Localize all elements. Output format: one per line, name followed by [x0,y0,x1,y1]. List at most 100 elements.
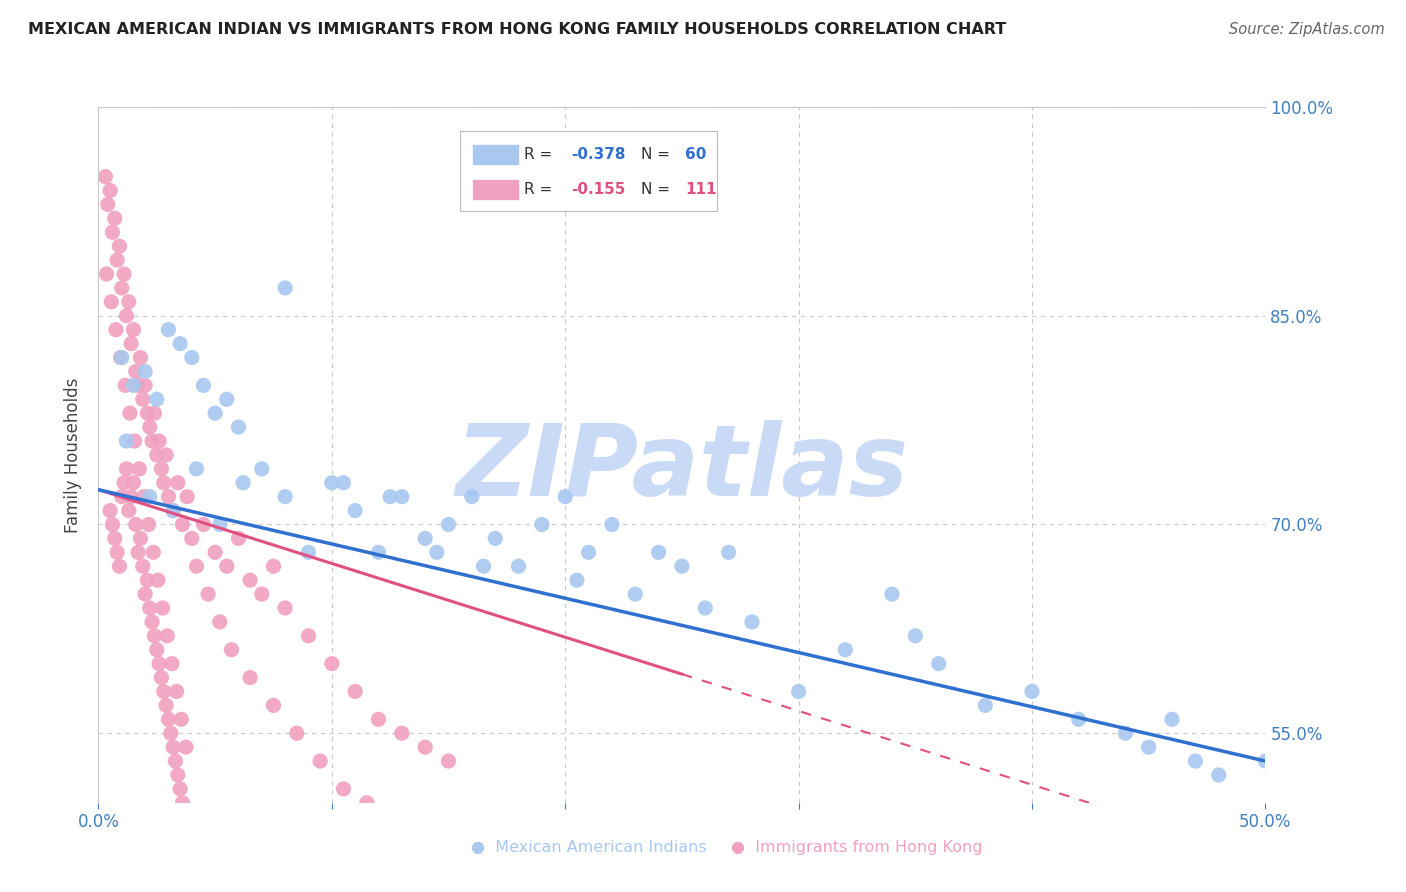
Point [671,559,693,574]
Point [122,378,145,392]
Point [508,559,530,574]
Point [132,490,155,504]
FancyBboxPatch shape [472,178,519,200]
Point [155,698,177,713]
Point [162,503,184,517]
Point [111,351,134,365]
Point [297,545,319,559]
Point [101,517,124,532]
Point [98,184,121,198]
Point [1021,684,1043,698]
Point [250,587,273,601]
Text: MEXICAN AMERICAN INDIAN VS IMMIGRANTS FROM HONG KONG FAMILY HOUSEHOLDS CORRELATI: MEXICAN AMERICAN INDIAN VS IMMIGRANTS FR… [28,22,1007,37]
Point [162,740,184,755]
Point [262,559,284,574]
Point [162,503,184,517]
Text: ●  Immigrants from Hong Kong: ● Immigrants from Hong Kong [731,840,983,855]
Point [380,823,402,838]
Point [624,587,647,601]
Text: ●  Mexican American Indians: ● Mexican American Indians [471,840,706,855]
Point [105,545,128,559]
Point [228,532,250,546]
Point [141,434,163,448]
Point [108,239,131,253]
Text: N =: N = [641,147,675,161]
Point [695,601,717,615]
Point [437,517,460,532]
Text: Source: ZipAtlas.com: Source: ZipAtlas.com [1229,22,1385,37]
Point [554,490,576,504]
Point [1208,768,1230,782]
Point [128,462,150,476]
Point [129,351,152,365]
Point [143,629,166,643]
Point [974,698,997,713]
Point [180,532,202,546]
Point [166,475,188,490]
Point [208,615,231,629]
Point [530,517,553,532]
Point [141,615,163,629]
Point [174,740,197,755]
Point [367,712,389,726]
Point [157,490,180,504]
Point [834,642,856,657]
Point [115,434,138,448]
Point [139,601,162,615]
Point [1161,712,1184,726]
Point [138,517,160,532]
Point [1067,712,1090,726]
Point [274,281,297,295]
Point [274,490,297,504]
Y-axis label: Family Households: Family Households [65,377,83,533]
Point [134,378,156,392]
Point [578,545,600,559]
Point [111,281,134,295]
Point [204,545,226,559]
Point [367,545,389,559]
Point [136,573,159,587]
Point [110,351,132,365]
Point [172,796,194,810]
Point [166,684,188,698]
Point [157,712,180,726]
Point [437,754,460,768]
Point [127,545,149,559]
Text: -0.378: -0.378 [571,147,626,161]
Point [122,475,145,490]
Point [118,406,141,420]
Point [285,726,308,740]
Point [262,698,284,713]
Point [100,294,122,309]
Point [426,545,449,559]
Point [391,490,413,504]
Point [1254,754,1277,768]
Point [647,545,669,559]
Point [169,781,191,796]
Point [97,197,120,211]
Point [165,754,187,768]
Point [332,781,354,796]
Point [741,615,763,629]
Point [112,267,135,281]
Point [104,211,127,226]
Point [155,448,177,462]
Point [321,475,343,490]
Point [132,392,155,407]
Point [146,642,169,657]
Point [104,532,127,546]
Point [391,726,413,740]
Point [186,462,208,476]
Point [928,657,950,671]
Point [169,336,191,351]
Point [239,671,262,685]
Point [166,768,188,782]
Text: R =: R = [524,182,558,196]
Point [880,587,903,601]
Point [125,364,148,378]
Point [111,490,134,504]
Point [1184,754,1206,768]
Point [344,503,367,517]
Point [472,559,495,574]
Point [186,559,208,574]
